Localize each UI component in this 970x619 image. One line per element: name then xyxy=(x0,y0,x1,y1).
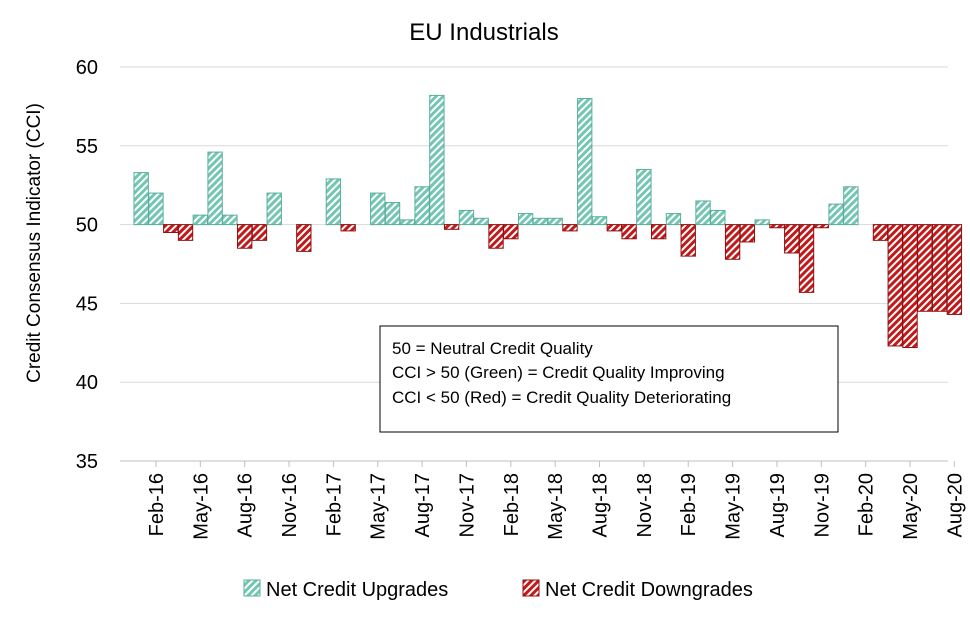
x-tick-label: May-16 xyxy=(190,473,212,540)
x-tick-label: Feb-18 xyxy=(501,473,523,536)
x-tick-label: May-19 xyxy=(723,473,745,540)
x-tick-label: May-20 xyxy=(900,473,922,540)
x-tick-labels: Feb-16 May-16 Aug-16 Nov-16 Feb-17 May-17 Aug-… xyxy=(146,461,966,540)
bar-downgrade xyxy=(917,224,933,312)
bar-downgrade xyxy=(177,224,194,241)
chart-title: EU Industrials xyxy=(409,19,558,46)
x-tick-label: Nov-18 xyxy=(634,473,656,537)
x-tick-label: Aug-18 xyxy=(590,473,612,538)
bar-downgrade xyxy=(813,224,829,229)
annotation-line-1: 50 = Neutral Credit Quality xyxy=(392,339,593,358)
legend-label-downgrades: Net Credit Downgrades xyxy=(545,579,753,601)
bar-downgrade xyxy=(296,224,312,252)
bar-upgrade xyxy=(458,209,475,226)
x-tick-label: Aug-20 xyxy=(944,473,966,538)
x-tick-label: Nov-19 xyxy=(811,473,833,537)
bar-downgrade xyxy=(606,224,622,232)
bar-downgrade xyxy=(488,224,504,249)
legend: Net Credit Upgrades Net Credit Downgrade… xyxy=(243,579,753,601)
bar-downgrade xyxy=(887,224,903,347)
bar-upgrade xyxy=(414,186,430,226)
legend-label-upgrades: Net Credit Upgrades xyxy=(266,579,448,601)
bar-downgrade xyxy=(680,224,696,257)
bar-upgrade xyxy=(370,192,386,226)
bar-downgrade xyxy=(621,224,637,240)
y-tick-label: 50 xyxy=(76,215,98,237)
bar-upgrade xyxy=(399,219,415,226)
bar-upgrade xyxy=(532,217,549,226)
x-tick-label: May-18 xyxy=(545,473,567,540)
bar-upgrade xyxy=(192,214,208,226)
legend-swatch-upgrades xyxy=(243,579,261,597)
bar-upgrade xyxy=(266,192,282,226)
y-tick-label: 60 xyxy=(76,57,98,79)
bar-downgrade xyxy=(340,224,356,232)
bar-upgrade xyxy=(207,151,223,226)
y-tick-label: 40 xyxy=(76,372,98,394)
bar-downgrade xyxy=(562,224,578,232)
bar-downgrade xyxy=(931,224,948,312)
annotation-line-3: CCI < 50 (Red) = Credit Quality Deterior… xyxy=(392,388,731,407)
x-tick-label: Aug-17 xyxy=(412,473,434,538)
bar-upgrade xyxy=(754,219,770,226)
bar-upgrade xyxy=(473,217,489,226)
x-tick-label: Feb-19 xyxy=(678,473,700,536)
x-tick-label: May-17 xyxy=(368,473,390,540)
bar-downgrade xyxy=(784,224,800,254)
bar-downgrade xyxy=(163,224,179,233)
legend-swatch-downgrades xyxy=(522,579,540,597)
x-tick-label: Feb-17 xyxy=(323,473,345,536)
x-tick-label: Feb-20 xyxy=(856,473,878,536)
bar-downgrade xyxy=(872,224,889,241)
bar-upgrade xyxy=(695,200,711,226)
y-tick-label: 35 xyxy=(76,451,98,473)
bar-upgrade xyxy=(222,214,238,226)
bar-upgrade xyxy=(148,192,164,226)
bar-upgrade xyxy=(133,172,149,226)
y-tick-label: 55 xyxy=(76,136,98,158)
bar-upgrade xyxy=(517,213,534,226)
bar-upgrade xyxy=(636,168,652,226)
y-axis-label: Credit Consensus Indicator (CCI) xyxy=(24,103,45,383)
bar-downgrade xyxy=(739,224,756,243)
legend-item-upgrades: Net Credit Upgrades xyxy=(243,579,448,601)
bar-upgrade xyxy=(828,203,844,226)
x-tick-label: Nov-16 xyxy=(279,473,301,537)
bar-downgrade xyxy=(724,224,741,260)
bar-downgrade xyxy=(902,224,918,349)
bar-upgrade xyxy=(577,98,593,226)
bar-upgrade xyxy=(429,94,445,226)
y-tick-labels: 35 40 45 50 55 60 xyxy=(76,57,98,473)
annotation-box: 50 = Neutral Credit Quality CCI > 50 (Gr… xyxy=(379,325,839,433)
bar-downgrade xyxy=(651,224,667,240)
bar-upgrade xyxy=(710,209,726,226)
bar-upgrade xyxy=(665,213,682,226)
y-tick-label: 45 xyxy=(76,293,98,315)
bar-downgrade xyxy=(444,224,460,230)
legend-item-downgrades: Net Credit Downgrades xyxy=(522,579,753,601)
x-tick-label: Aug-16 xyxy=(235,473,257,538)
bar-downgrade xyxy=(946,224,963,315)
bar-downgrade xyxy=(769,224,785,229)
bar-upgrade xyxy=(384,202,401,226)
bar-upgrade xyxy=(843,186,859,226)
annotation-frame xyxy=(379,325,839,433)
x-tick-label: Aug-19 xyxy=(767,473,789,538)
x-tick-label: Nov-17 xyxy=(457,473,479,537)
bar-upgrade xyxy=(591,216,608,226)
bar-upgrade xyxy=(547,217,563,226)
bar-downgrade xyxy=(237,224,253,249)
bar-downgrade xyxy=(798,224,815,293)
bar-downgrade xyxy=(503,224,519,240)
bars xyxy=(133,94,963,349)
bar-downgrade xyxy=(251,224,268,241)
annotation-line-2: CCI > 50 (Green) = Credit Quality Improv… xyxy=(392,363,725,382)
bar-upgrade xyxy=(325,178,342,226)
x-tick-label: Feb-16 xyxy=(146,473,168,536)
